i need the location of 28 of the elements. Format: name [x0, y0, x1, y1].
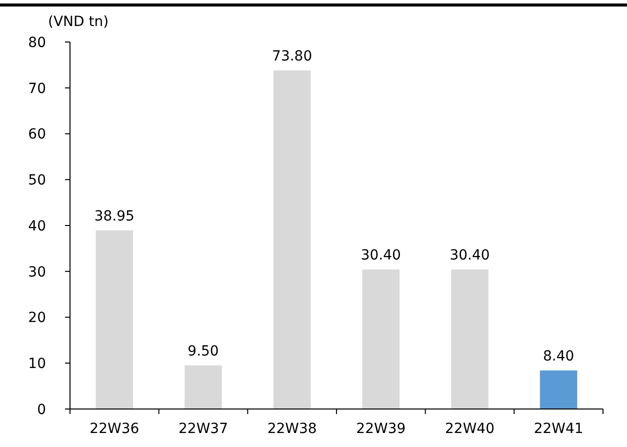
data-label: 30.40	[450, 248, 490, 264]
y-tick-label: 0	[37, 402, 46, 418]
x-tick-label: 22W40	[445, 421, 494, 437]
bar	[451, 270, 488, 409]
y-tick-label: 80	[28, 34, 46, 51]
x-tick-label: 22W41	[534, 421, 584, 437]
data-label: 30.40	[360, 248, 401, 264]
y-tick-label: 70	[28, 80, 46, 97]
y-tick-label: 40	[28, 218, 46, 234]
x-tick-label: 22W36	[90, 421, 140, 437]
bar	[273, 70, 311, 409]
x-tick-label: 22W38	[267, 421, 317, 437]
x-tick-label: 22W37	[178, 421, 228, 437]
data-label: 8.40	[542, 348, 574, 364]
y-axis-title: (VND tn)	[48, 14, 109, 30]
bar	[184, 365, 222, 409]
bar	[362, 270, 400, 409]
data-label: 9.50	[188, 343, 219, 360]
y-tick-label: 10	[28, 356, 46, 372]
y-tick-label: 20	[28, 310, 46, 326]
y-tick-label: 50	[28, 172, 46, 189]
x-tick-label: 22W39	[356, 421, 406, 437]
bar	[96, 230, 134, 409]
data-label: 73.80	[272, 48, 312, 64]
bar	[540, 370, 578, 409]
y-tick-label: 60	[28, 126, 46, 143]
y-tick-label: 30	[28, 264, 46, 280]
data-label: 38.95	[94, 208, 134, 224]
